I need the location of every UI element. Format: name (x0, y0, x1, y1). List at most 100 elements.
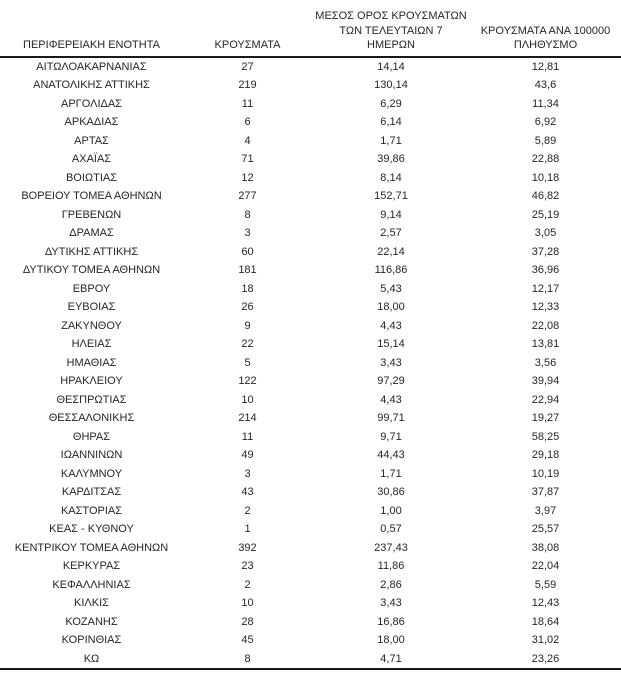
table-row: ΚΕΡΚΥΡΑΣ 23 11,86 22,04 (0, 557, 621, 576)
cell-cases: 392 (238, 541, 257, 554)
cell-per100k: 43,6 (534, 79, 557, 91)
cell-cases: 18 (241, 282, 254, 295)
regional-cases-table: ΠΕΡΙΦΕΡΕΙΑΚΗ ΕΝΟΤΗΤΑ ΚΡΟΥΣΜΑΤΑ ΜΕΣΟΣ ΟΡΟ… (0, 5, 621, 670)
table-row: ΚΑΡΔΙΤΣΑΣ 43 30,86 37,87 (0, 483, 621, 502)
cell-per100k: 13,81 (531, 338, 560, 350)
cell-cases: 12 (241, 171, 254, 184)
table-row: ΚΕΦΑΛΛΗΝΙΑΣ 2 2,86 5,59 (0, 576, 621, 595)
cell-region: ΔΥΤΙΚΗΣ ΑΤΤΙΚΗΣ (44, 245, 139, 258)
cell-per100k: 10,18 (531, 171, 560, 184)
table-row: ΕΒΡΟΥ 18 5,43 12,17 (0, 280, 621, 299)
cell-cases: 26 (241, 301, 254, 313)
cell-region: ΘΕΣΠΡΩΤΙΑΣ (56, 393, 127, 406)
cell-cases: 122 (238, 375, 257, 387)
cell-region: ΚΟΖΑΝΗΣ (65, 615, 118, 628)
cell-per100k: 22,94 (531, 393, 560, 406)
cell-per100k: 12,33 (531, 301, 560, 313)
table-body: ΑΙΤΩΛΟΑΚΑΡΝΑΝΙΑΣ 27 14,14 12,81 ΑΝΑΤΟΛΙΚΗΣ Α… (0, 57, 621, 670)
cell-avg7: 18,00 (377, 634, 405, 646)
cell-avg7: 2,86 (380, 578, 402, 591)
cell-avg7: 1,00 (380, 504, 402, 517)
table-row: ΑΧΑΪΑΣ 71 39,86 22,88 (0, 150, 621, 169)
table-row: ΗΡΑΚΛΕΙΟΥ 122 97,29 39,94 (0, 372, 621, 391)
table-row: ΙΩΑΝΝΙΝΩΝ 49 44,43 29,18 (0, 446, 621, 465)
cell-region: ΚΑΡΔΙΤΣΑΣ (61, 486, 122, 498)
cell-cases: 11 (241, 97, 254, 110)
cell-cases: 2 (244, 578, 251, 591)
table-row: ΚΕΑΣ - ΚΥΘΝΟΥ 1 0,57 25,57 (0, 520, 621, 539)
table-row: ΘΕΣΠΡΩΤΙΑΣ 10 4,43 22,94 (0, 391, 621, 410)
cell-per100k: 39,94 (531, 375, 560, 387)
table-row: ΘΕΣΣΑΛΟΝΙΚΗΣ 214 99,71 19,27 (0, 409, 621, 428)
cell-cases: 2 (244, 504, 251, 517)
table-row: ΑΡΚΑΔΙΑΣ 6 6,14 6,92 (0, 113, 621, 132)
col-header-avg7: ΜΕΣΟΣ ΟΡΟΣ ΚΡΟΥΣΜΑΤΩΝ ΤΩΝ ΤΕΛΕΥΤΑΙΩΝ 7 Η… (312, 5, 470, 58)
col-header-cases: ΚΡΟΥΣΜΑΤΑ (183, 5, 312, 58)
cell-region: ΗΜΑΘΙΑΣ (66, 356, 117, 369)
table-row: ΑΙΤΩΛΟΑΚΑΡΝΑΝΙΑΣ 27 14,14 12,81 (0, 57, 621, 77)
cell-cases: 219 (238, 79, 257, 91)
cell-per100k: 3,56 (534, 356, 557, 369)
cell-per100k: 22,04 (531, 560, 560, 572)
cell-per100k: 23,26 (531, 652, 560, 665)
table-row: ΔΡΑΜΑΣ 3 2,57 3,05 (0, 224, 621, 243)
cell-per100k: 38,08 (531, 541, 560, 554)
cell-avg7: 0,57 (380, 523, 402, 535)
header-row: ΠΕΡΙΦΕΡΕΙΑΚΗ ΕΝΟΤΗΤΑ ΚΡΟΥΣΜΑΤΑ ΜΕΣΟΣ ΟΡΟ… (0, 5, 621, 58)
cell-per100k: 58,25 (531, 430, 560, 443)
cell-region: ΑΡΓΟΛΙΔΑΣ (61, 97, 122, 110)
cell-cases: 3 (244, 467, 251, 480)
cell-region: ΚΩ (83, 652, 100, 665)
cell-avg7: 16,86 (377, 615, 405, 628)
table-row: ΑΝΑΤΟΛΙΚΗΣ ΑΤΤΙΚΗΣ 219 130,14 43,6 (0, 76, 621, 95)
table-row: ΚΟΖΑΝΗΣ 28 16,86 18,64 (0, 613, 621, 632)
cell-avg7: 3,43 (380, 597, 402, 609)
cell-region: ΚΕΝΤΡΙΚΟΥ ΤΟΜΕΑ ΑΘΗΝΩΝ (14, 541, 169, 554)
cell-avg7: 9,71 (380, 430, 402, 443)
cell-per100k: 3,05 (534, 227, 557, 239)
cell-region: ΘΕΣΣΑΛΟΝΙΚΗΣ (48, 412, 135, 424)
table-row: ΚΟΡΙΝΘΙΑΣ 45 18,00 31,02 (0, 631, 621, 650)
cell-region: ΔΥΤΙΚΟΥ ΤΟΜΕΑ ΑΘΗΝΩΝ (22, 264, 161, 276)
cell-region: ΑΡΤΑΣ (74, 134, 109, 147)
cell-cases: 49 (241, 449, 254, 461)
cell-avg7: 4,43 (380, 393, 402, 406)
cell-avg7: 1,71 (380, 134, 402, 147)
cell-cases: 181 (238, 264, 257, 276)
table-row: ΒΟΙΩΤΙΑΣ 12 8,14 10,18 (0, 169, 621, 188)
cell-cases: 1 (244, 523, 251, 535)
cell-avg7: 15,14 (377, 338, 405, 350)
cell-avg7: 8,14 (380, 171, 402, 184)
cell-cases: 277 (238, 190, 257, 202)
cell-cases: 6 (244, 116, 251, 128)
cell-per100k: 36,96 (531, 264, 560, 276)
cell-region: ΚΕΦΑΛΛΗΝΙΑΣ (52, 578, 131, 591)
cell-cases: 22 (241, 338, 254, 350)
cell-region: ΗΡΑΚΛΕΙΟΥ (60, 375, 123, 387)
cell-per100k: 11,34 (532, 97, 559, 110)
cell-avg7: 11,86 (377, 560, 405, 572)
cell-avg7: 30,86 (377, 486, 405, 498)
cell-avg7: 152,71 (374, 190, 408, 202)
table-row: ΚΕΝΤΡΙΚΟΥ ΤΟΜΕΑ ΑΘΗΝΩΝ 392 237,43 38,08 (0, 539, 621, 558)
cell-cases: 5 (244, 356, 251, 369)
cell-avg7: 116,86 (374, 264, 408, 276)
cell-region: ΗΛΕΙΑΣ (71, 338, 112, 350)
table-row: ΖΑΚΥΝΘΟΥ 9 4,43 22,08 (0, 317, 621, 336)
table-row: ΑΡΓΟΛΙΔΑΣ 11 6,29 11,34 (0, 95, 621, 114)
table-row: ΚΙΛΚΙΣ 10 3,43 12,43 (0, 594, 621, 613)
cell-region: ΓΡΕΒΕΝΩΝ (61, 208, 122, 221)
cell-cases: 10 (241, 393, 254, 406)
cell-region: ΒΟΙΩΤΙΑΣ (65, 171, 118, 184)
cell-region: ΙΩΑΝΝΙΝΩΝ (60, 449, 123, 461)
cell-per100k: 37,28 (531, 245, 560, 258)
cell-region: ΚΕΑΣ - ΚΥΘΝΟΥ (49, 523, 134, 535)
cell-cases: 71 (241, 153, 254, 165)
cell-avg7: 130,14 (374, 79, 408, 91)
cell-region: ΕΥΒΟΙΑΣ (67, 301, 116, 313)
table-row: ΚΑΣΤΟΡΙΑΣ 2 1,00 3,97 (0, 502, 621, 521)
cell-per100k: 22,88 (531, 153, 560, 165)
cell-per100k: 18,64 (531, 615, 560, 628)
table-row: ΚΩ 8 4,71 23,26 (0, 650, 621, 670)
cell-region: ΘΗΡΑΣ (72, 430, 111, 443)
